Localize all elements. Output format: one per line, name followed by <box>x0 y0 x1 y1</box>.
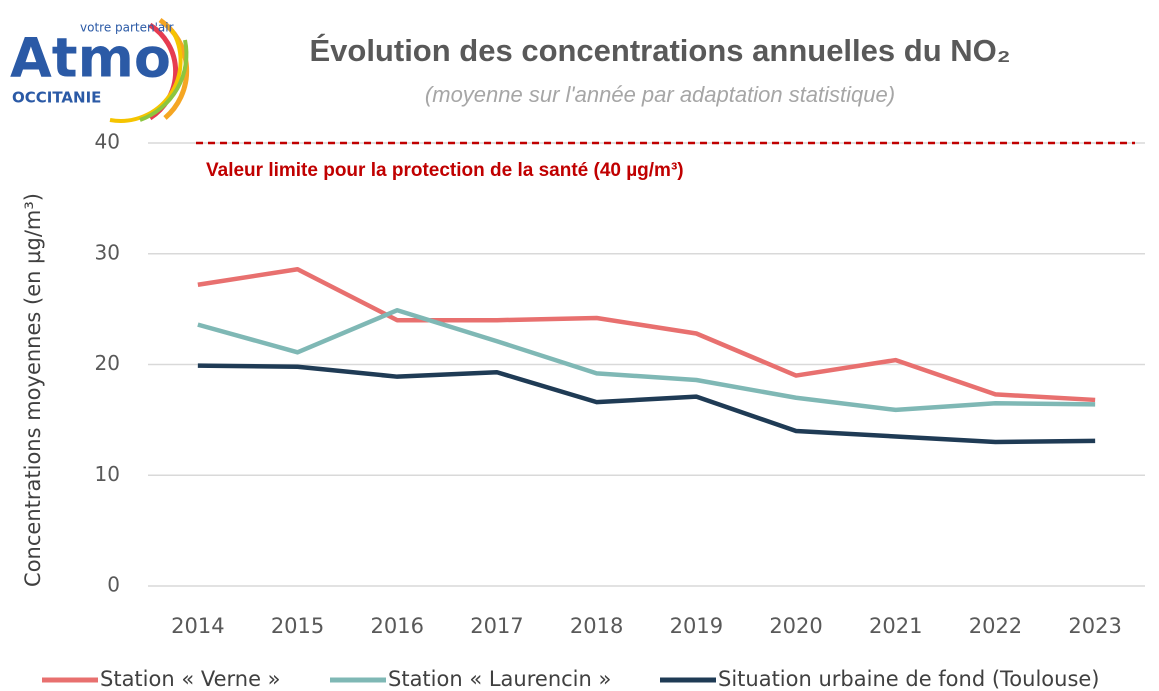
legend-label: Situation urbaine de fond (Toulouse) <box>718 667 1100 691</box>
x-tick-label: 2021 <box>869 614 922 638</box>
logo-arc <box>139 39 189 122</box>
x-tick-label: 2017 <box>470 614 523 638</box>
x-tick-label: 2020 <box>769 614 822 638</box>
series-line <box>197 307 1096 413</box>
x-tick-label: 2016 <box>371 614 424 638</box>
x-tick-label: 2018 <box>570 614 623 638</box>
logo-arc <box>109 28 183 123</box>
legend-label: Station « Laurencin » <box>388 667 611 691</box>
logo-name: Atmo <box>10 27 171 90</box>
y-axis-label: Concentrations moyennes (en µg/m³) <box>21 193 45 587</box>
reference-label: Valeur limite pour la protection de la s… <box>206 160 684 181</box>
y-tick-label: 10 <box>95 462 120 486</box>
y-tick-label: 0 <box>107 573 120 597</box>
logo-tagline: votre parten'air <box>80 21 174 35</box>
series-line <box>197 363 1096 445</box>
y-tick-label: 30 <box>95 240 120 264</box>
x-tick-label: 2023 <box>1068 614 1121 638</box>
x-tick-label: 2014 <box>171 614 224 638</box>
series-line <box>197 267 1096 403</box>
x-tick-label: 2015 <box>271 614 324 638</box>
chart-subtitle: (moyenne sur l'année par adaptation stat… <box>425 82 895 107</box>
logo-region: OCCITANIE <box>12 89 101 107</box>
y-tick-label: 40 <box>95 130 120 154</box>
chart-title: Évolution des concentrations annuelles d… <box>309 33 1010 68</box>
x-tick-label: 2019 <box>670 614 723 638</box>
logo: votre parten'air Atmo OCCITANIE <box>10 17 190 123</box>
x-tick-label: 2022 <box>969 614 1022 638</box>
legend-label: Station « Verne » <box>100 667 281 691</box>
y-tick-label: 20 <box>95 351 120 375</box>
